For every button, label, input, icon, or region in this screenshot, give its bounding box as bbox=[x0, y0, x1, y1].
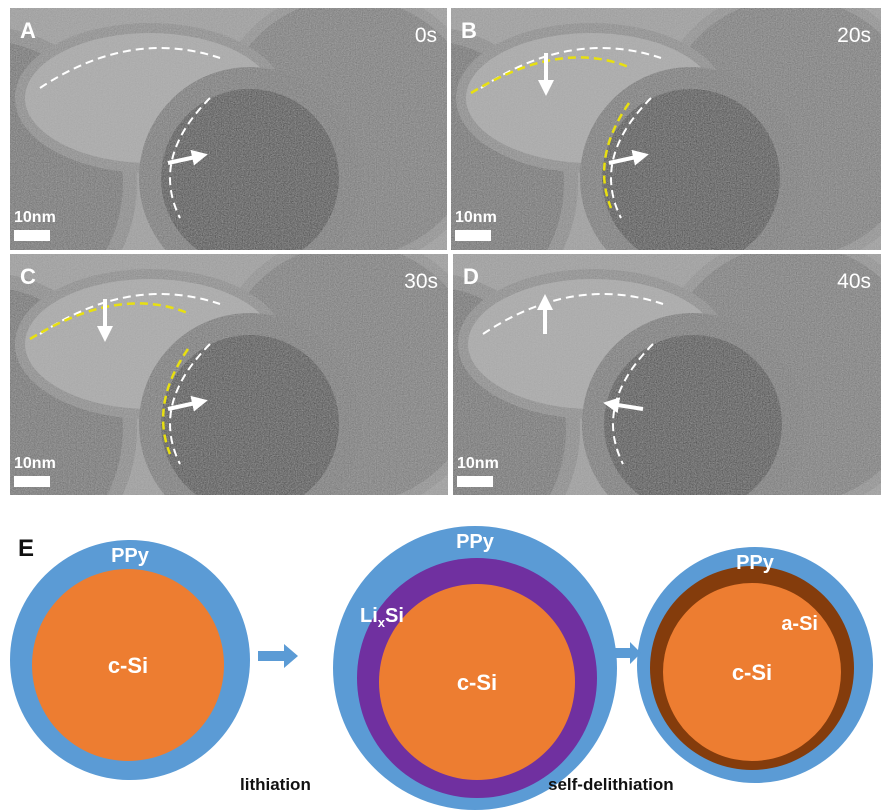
time-label: 30s bbox=[404, 270, 438, 293]
scale-bar bbox=[14, 476, 50, 487]
panel-label: E bbox=[18, 535, 34, 562]
scale-label: 10nm bbox=[14, 455, 56, 472]
layer-label-tail: Si bbox=[385, 605, 404, 627]
scale-bar bbox=[457, 476, 493, 487]
layer-label: a-Si bbox=[781, 613, 818, 635]
scale-label: 10nm bbox=[14, 209, 56, 226]
panel-label: C bbox=[20, 264, 36, 289]
core-label: c-Si bbox=[457, 670, 497, 695]
transition-label: self-delithiation bbox=[548, 775, 674, 794]
scale-bar bbox=[14, 230, 50, 241]
time-label: 0s bbox=[415, 24, 437, 47]
panel-label: D bbox=[463, 264, 479, 289]
layer-label-main: Li bbox=[360, 605, 378, 627]
panel-label: B bbox=[461, 18, 477, 43]
arrow-right bbox=[258, 644, 298, 668]
noise bbox=[10, 8, 447, 250]
core-label: c-Si bbox=[732, 660, 772, 685]
noise bbox=[451, 8, 881, 250]
noise bbox=[10, 254, 448, 495]
tem-panel: C 30s 10nm bbox=[0, 239, 485, 579]
scale-label: 10nm bbox=[457, 455, 499, 472]
scale-label: 10nm bbox=[455, 209, 497, 226]
core-label: c-Si bbox=[108, 653, 148, 678]
shell-label: PPy bbox=[736, 552, 775, 574]
shell-label: PPy bbox=[456, 531, 495, 553]
noise bbox=[453, 254, 881, 495]
transition-label: lithiation bbox=[240, 775, 311, 794]
scale-bar bbox=[455, 230, 491, 241]
time-label: 40s bbox=[837, 270, 871, 293]
shell-label: PPy bbox=[111, 545, 150, 567]
panel-label: A bbox=[20, 18, 36, 43]
figure: A 0s 10nm B 20s 10nm C 30s 10nm D 40s 10nm E PPy c-Si P… bbox=[0, 0, 883, 811]
time-label: 20s bbox=[837, 24, 871, 47]
